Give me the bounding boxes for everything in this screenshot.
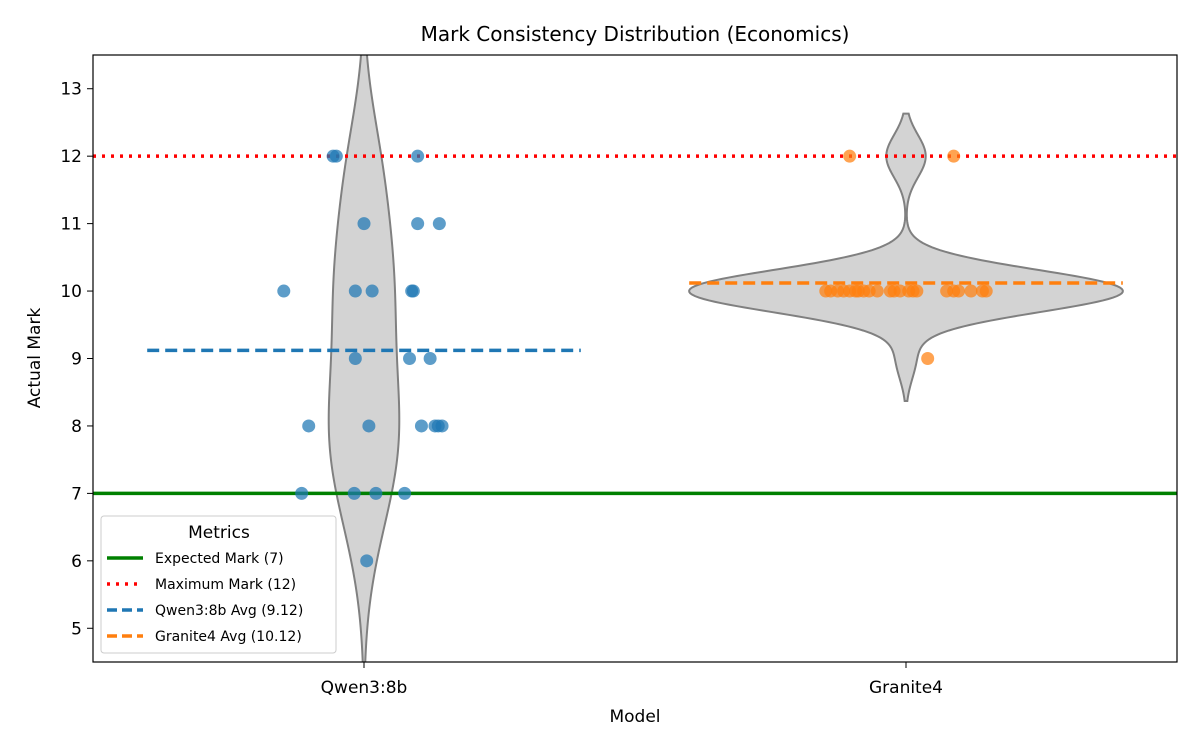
data-point — [277, 284, 291, 298]
y-tick-label: 12 — [60, 147, 82, 167]
data-point — [411, 217, 425, 231]
y-tick-label: 7 — [71, 484, 82, 504]
data-point — [910, 284, 924, 298]
legend-entry-label: Qwen3:8b Avg (9.12) — [155, 603, 303, 619]
data-point — [295, 486, 309, 500]
y-tick-label: 6 — [71, 552, 82, 572]
data-point — [347, 486, 361, 500]
legend-box — [100, 515, 337, 654]
data-point — [302, 419, 316, 433]
data-point — [357, 217, 371, 231]
data-point — [406, 284, 420, 298]
data-point — [435, 419, 449, 433]
y-axis: 5 6 7 8 9 10 11 12 13 — [60, 80, 93, 639]
data-point — [411, 149, 425, 163]
data-point — [348, 352, 362, 365]
data-point — [921, 352, 935, 365]
y-axis-label: Actual Mark — [25, 308, 45, 409]
y-tick-label: 10 — [60, 282, 82, 302]
data-point — [403, 352, 417, 365]
data-point — [952, 284, 966, 298]
plot-content — [93, 55, 1177, 662]
data-point — [369, 486, 383, 500]
data-point — [843, 149, 857, 163]
legend: Metrics Expected Mark (7) Maximum Mark (1… — [100, 515, 337, 654]
x-tick-label: Granite4 — [869, 678, 943, 698]
legend-entry-label: Maximum Mark (12) — [155, 577, 296, 593]
data-point — [362, 419, 376, 433]
violin-granite4 — [688, 112, 1124, 403]
data-point — [432, 217, 446, 231]
data-point — [365, 284, 379, 298]
x-axis-label: Model — [609, 707, 660, 727]
y-tick-label: 13 — [60, 80, 82, 100]
data-point — [423, 352, 437, 365]
legend-entry-label: Granite4 Avg (10.12) — [155, 629, 302, 645]
plot-area — [93, 55, 1177, 662]
violin-qwen3-8b — [327, 55, 401, 662]
y-tick-label: 9 — [71, 350, 82, 370]
data-point — [414, 419, 428, 433]
x-tick-label: Qwen3:8b — [321, 678, 408, 698]
data-point — [979, 284, 993, 298]
y-tick-label: 11 — [60, 215, 82, 235]
data-point — [964, 284, 978, 298]
data-point — [398, 486, 412, 500]
y-tick-label: 5 — [71, 619, 82, 639]
legend-entry-label: Expected Mark (7) — [155, 551, 284, 567]
x-axis: Qwen3:8b Granite4 — [321, 662, 943, 698]
data-point — [947, 149, 961, 163]
data-point — [329, 149, 343, 163]
data-point — [360, 554, 374, 568]
y-tick-label: 8 — [71, 417, 82, 437]
data-point — [348, 284, 362, 298]
legend-title: Metrics — [188, 523, 250, 543]
data-point — [870, 284, 884, 298]
chart-title: Mark Consistency Distribution (Economics… — [421, 22, 850, 46]
